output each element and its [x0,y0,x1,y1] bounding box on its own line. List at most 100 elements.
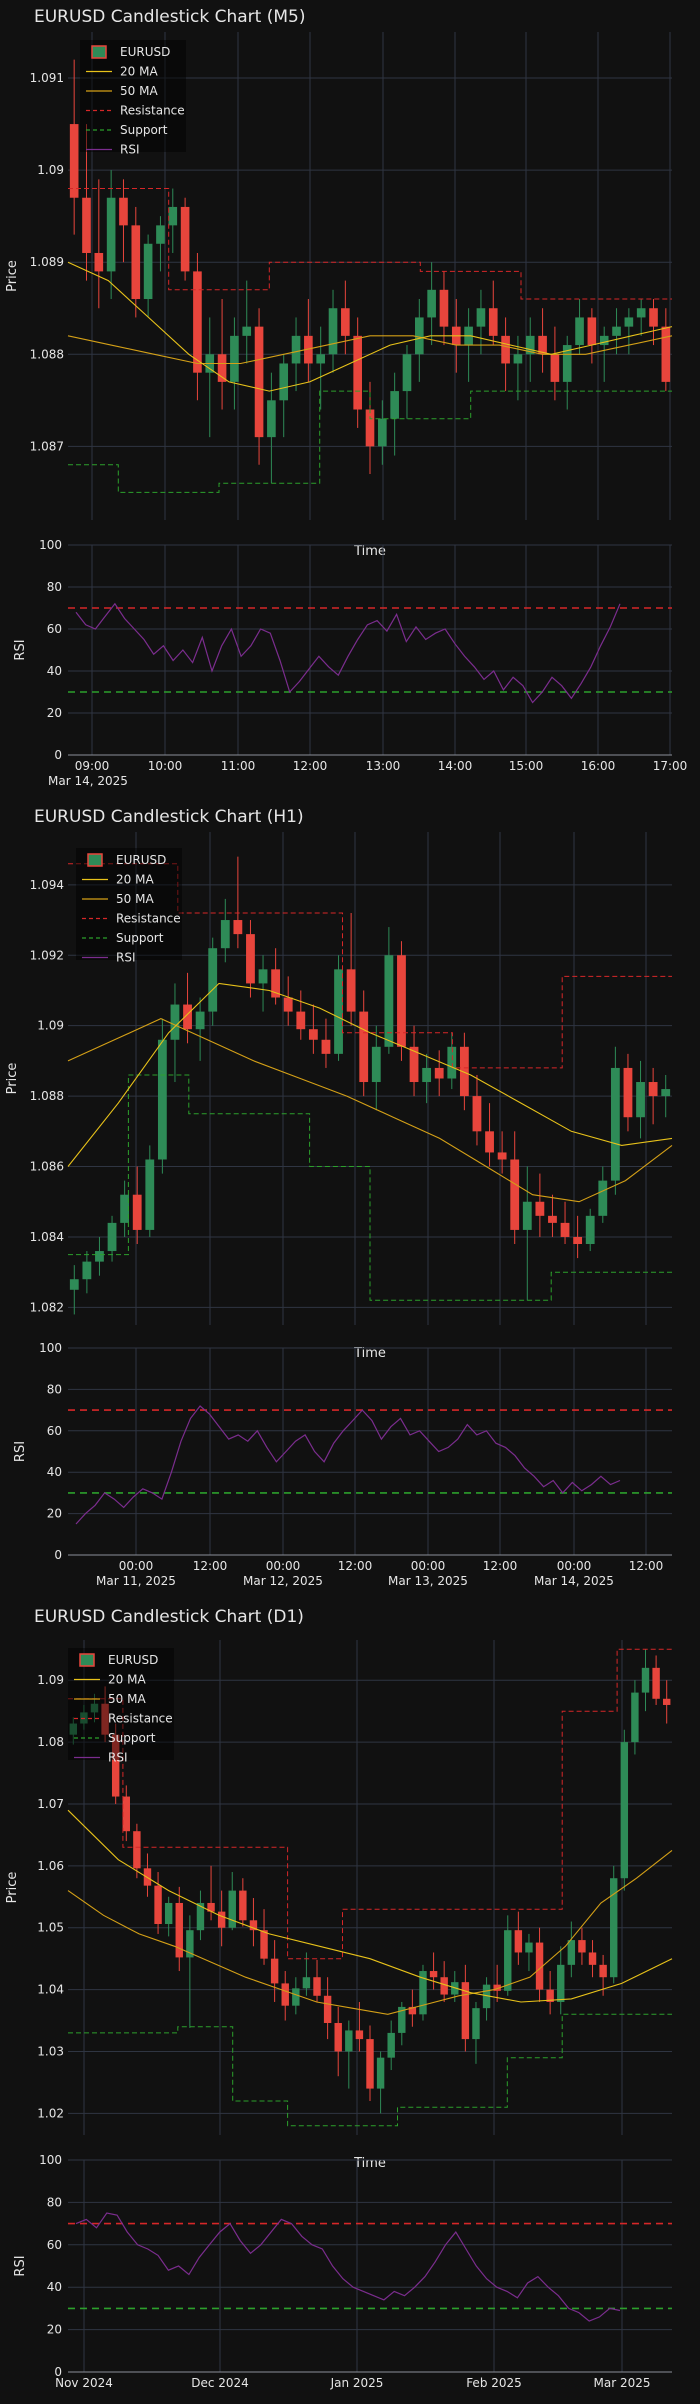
price-tick-label: 1.08 [37,1735,64,1749]
candle-body [598,1180,608,1216]
candle-body [366,2039,374,2089]
candle-body [371,1046,381,1083]
legend-label: 50 MA [120,84,158,98]
ma20-line [67,982,673,1167]
candle-body [316,354,326,364]
price-tick-label: 1.082 [30,1300,64,1314]
legend-label: EURUSD [120,45,170,59]
time-axis-label: Time [353,1346,386,1361]
candle-body [535,1942,544,1990]
candle-body [304,335,313,364]
candle-body [164,1902,173,1925]
price-tick-label: 1.09 [37,1673,64,1687]
candle-body [624,317,634,327]
rsi-line [75,2212,621,2322]
candle-body [145,1159,155,1230]
candle-body [439,289,449,327]
candle-body [279,363,289,401]
candle-body [514,1930,523,1953]
legend-label: Support [116,931,164,945]
candle-body [472,2008,480,2040]
candle-body [376,2057,385,2089]
candle-body [585,1215,595,1245]
price-tick-label: 1.087 [30,439,64,453]
candle-body [242,326,252,336]
legend-label: Support [108,1731,156,1745]
candle-body [482,1984,491,2009]
price-tick-label: 1.089 [30,255,64,269]
price-tick-label: 1.088 [30,347,64,361]
rsi-tick-label: 20 [47,1507,62,1521]
price-tick-label: 1.02 [37,2106,64,2120]
candle-body [328,308,338,355]
time-axis-label: Time [353,2156,386,2171]
candle-body [267,400,276,438]
rsi-tick-label: 40 [47,1465,62,1479]
legend-swatch-candle [91,45,107,59]
candle-body [281,1983,289,2006]
time-tick-label: 11:00 [221,759,256,773]
candle-body [353,335,362,410]
candle-body [183,1004,192,1030]
candle-body [588,1952,597,1965]
candle-body [567,1940,576,1965]
candle-body [233,920,243,935]
time-tick-label: 00:00 [557,1559,592,1573]
rsi-tick-label: 100 [39,2153,62,2167]
rsi-tick-label: 20 [47,706,62,720]
candle-body [476,308,486,327]
price-tick-label: 1.06 [37,1859,64,1873]
rsi-tick-label: 60 [47,622,62,636]
rsi-tick-label: 40 [47,664,62,678]
candle-body [419,1971,427,2015]
price-tick-label: 1.07 [37,1797,64,1811]
candle-body [239,1890,247,1921]
time-tick-label: 12:00 [338,1559,373,1573]
legend-label: RSI [120,143,140,157]
candle-body [291,335,301,364]
rsi-tick-label: 60 [47,1424,62,1438]
candle-body [434,1067,444,1079]
ma50-line [67,1017,673,1203]
candle-body [132,1194,142,1230]
candle-body [522,1201,532,1230]
rsi-tick-label: 100 [39,1341,62,1355]
chart-panel-2: EURUSD Candlestick Chart (D1) 1.09 1.08 1.0… [5,1607,673,2390]
legend-label: Resistance [120,104,185,118]
chart-title: EURUSD Candlestick Chart (D1) [34,1607,304,1627]
legend-label: RSI [116,951,136,965]
chart-title: EURUSD Candlestick Chart (H1) [34,807,304,827]
candle-body [535,1201,545,1216]
time-tick-label: 15:00 [509,759,544,773]
candle-body [387,2032,395,2058]
candle-body [587,317,597,346]
time-subtick-label: Mar 14, 2025 [534,1574,614,1588]
candle-body [440,1977,448,1995]
price-tick-label: 1.086 [30,1160,64,1174]
time-subtick-label: Mar 14, 2025 [48,774,128,788]
candle-body [111,1734,120,1797]
candle-body [69,1723,78,1735]
time-tick-label: 00:00 [266,1559,301,1573]
candle-body [107,1222,117,1252]
candle-body [170,1004,180,1040]
candle-body [636,1082,645,1118]
candle-body [186,1930,194,1958]
candle-body [122,1796,130,1832]
candle-body [355,2030,364,2040]
candle-body [119,197,128,226]
candle-body [283,997,293,1012]
time-tick-label: Jan 2025 [330,2376,384,2390]
rsi-axis-label: RSI [13,639,28,660]
time-tick-label: Feb 2025 [466,2376,522,2390]
candle-body [631,1692,639,1743]
candle-body [599,1964,607,1978]
rsi-tick-label: 80 [47,1382,62,1396]
candle-body [612,326,621,336]
candle-body [82,197,91,253]
candle-body [249,1920,258,1931]
candle-body [220,920,230,949]
candle-body [193,271,202,373]
